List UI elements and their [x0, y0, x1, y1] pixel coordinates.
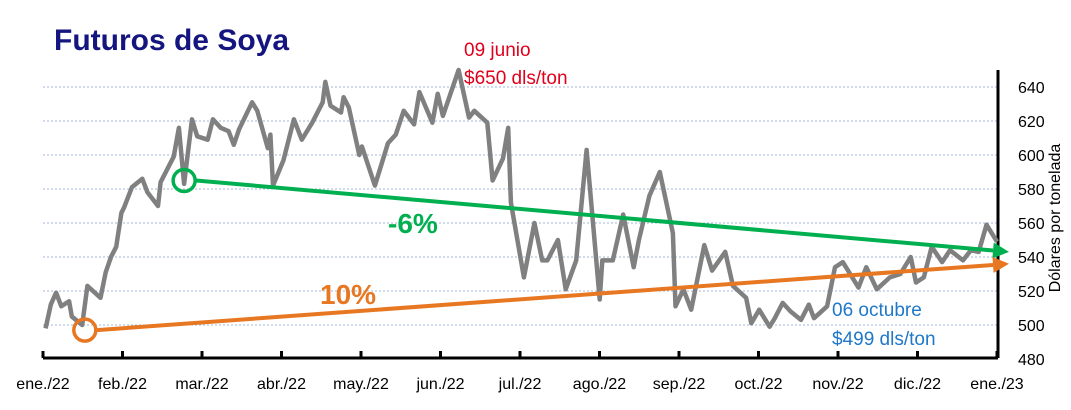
trend-lines [72, 167, 1009, 343]
y-axis-label: Dólares por tonelada [1047, 144, 1064, 293]
trend-green-start-marker [171, 167, 197, 194]
grid-lines [43, 86, 997, 326]
x-tick-label: jun./22 [415, 376, 464, 393]
y-tick-label: 500 [1018, 318, 1045, 335]
x-tick-label: feb./22 [98, 376, 147, 393]
trend-orange-arrowhead [992, 256, 1009, 273]
peak-annotation-price: $650 dls/ton [464, 68, 568, 89]
x-tick-label: oct./22 [734, 376, 782, 393]
y-tick-label: 640 [1018, 80, 1045, 97]
x-axis-ticks: ene./22 feb./22 mar./22 abr./22 may./22 jun./… [16, 351, 1024, 393]
series-line [43, 67, 999, 329]
low-annotation-price: $499 dls/ton [832, 329, 936, 350]
low-annotation-date: 06 octubre [832, 300, 922, 321]
x-tick-label: ene./22 [16, 376, 69, 393]
y-tick-label: 480 [1018, 352, 1045, 369]
y-axis-ticks: 480 500 520 540 560 580 600 620 640 [1018, 80, 1045, 369]
trend-orange-label: 10% [320, 279, 376, 310]
trend-orange-start-marker [72, 317, 98, 343]
x-tick-label: ago./22 [573, 376, 626, 393]
y-tick-label: 540 [1018, 250, 1045, 267]
trend-green-line [195, 178, 994, 253]
y-tick-label: 620 [1018, 114, 1045, 131]
x-tick-label: may./22 [333, 376, 389, 393]
y-tick-label: 560 [1018, 216, 1045, 233]
x-tick-label: nov./22 [812, 376, 863, 393]
x-tick-label: ene./23 [970, 376, 1023, 393]
x-tick-label: sep./22 [653, 376, 706, 393]
y-tick-label: 520 [1018, 284, 1045, 301]
y-tick-label: 580 [1018, 182, 1045, 199]
chart-title: Futuros de Soya [54, 24, 289, 57]
peak-annotation-date: 09 junio [464, 40, 531, 61]
x-tick-label: dic./22 [894, 376, 941, 393]
y-tick-label: 600 [1018, 148, 1045, 165]
trend-green-arrowhead [992, 242, 1009, 259]
x-tick-label: jul./22 [498, 376, 542, 393]
trend-green-label: -6% [388, 208, 438, 239]
trend-orange-line [96, 262, 994, 333]
x-tick-label: abr./22 [257, 376, 306, 393]
x-tick-label: mar./22 [175, 376, 228, 393]
